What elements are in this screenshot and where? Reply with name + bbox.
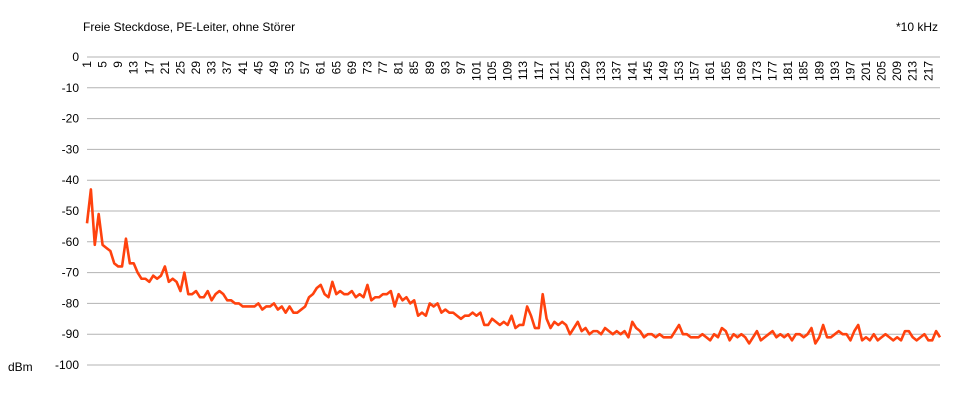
x-tick-label: 65 <box>329 61 343 75</box>
x-tick-label: 137 <box>610 61 624 81</box>
x-tick-label: 1 <box>80 61 94 68</box>
x-tick-label: 145 <box>641 61 655 81</box>
y-tick-label: 0 <box>72 50 79 64</box>
x-tick-label: 29 <box>189 61 203 75</box>
x-tick-label: 177 <box>766 61 780 81</box>
x-tick-label: 141 <box>625 61 639 81</box>
x-tick-label: 157 <box>688 61 702 81</box>
x-tick-label: 81 <box>392 61 406 75</box>
x-tick-label: 101 <box>469 61 483 81</box>
x-tick-label: 5 <box>96 61 110 68</box>
y-tick-label: -10 <box>62 81 80 95</box>
x-tick-label: 193 <box>828 61 842 81</box>
x-tick-label: 21 <box>158 61 172 75</box>
x-tick-label: 169 <box>734 61 748 81</box>
x-unit-label: *10 kHz <box>896 20 938 34</box>
x-tick-label: 109 <box>501 61 515 81</box>
x-tick-label: 49 <box>267 61 281 75</box>
x-tick-label: 93 <box>438 61 452 75</box>
x-tick-label: 173 <box>750 61 764 81</box>
y-tick-label: -20 <box>62 112 80 126</box>
y-axis-label: dBm <box>8 360 33 374</box>
x-tick-label: 181 <box>781 61 795 81</box>
x-tick-label: 89 <box>423 61 437 75</box>
x-tick-label: 33 <box>205 61 219 75</box>
x-tick-label: 149 <box>656 61 670 81</box>
x-tick-label: 209 <box>890 61 904 81</box>
y-tick-label: -50 <box>62 204 80 218</box>
x-tick-label: 125 <box>563 61 577 81</box>
x-tick-label: 161 <box>703 61 717 81</box>
x-tick-label: 69 <box>345 61 359 75</box>
y-tick-label: -30 <box>62 142 80 156</box>
y-tick-label: -60 <box>62 235 80 249</box>
x-tick-label: 17 <box>142 61 156 75</box>
y-tick-label: -100 <box>55 358 79 372</box>
x-tick-label: 189 <box>812 61 826 81</box>
y-tick-label: -70 <box>62 266 80 280</box>
x-tick-label: 129 <box>579 61 593 81</box>
x-tick-label: 217 <box>921 61 935 81</box>
x-tick-label: 61 <box>314 61 328 75</box>
y-tick-label: -40 <box>62 173 80 187</box>
x-tick-label: 9 <box>111 61 125 68</box>
x-tick-label: 73 <box>360 61 374 75</box>
x-tick-label: 45 <box>251 61 265 75</box>
x-tick-label: 37 <box>220 61 234 75</box>
x-tick-label: 53 <box>283 61 297 75</box>
x-tick-label: 185 <box>797 61 811 81</box>
x-tick-label: 213 <box>906 61 920 81</box>
x-tick-label: 197 <box>843 61 857 81</box>
x-tick-label: 41 <box>236 61 250 75</box>
y-tick-label: -90 <box>62 327 80 341</box>
x-tick-label: 57 <box>298 61 312 75</box>
chart-title: Freie Steckdose, PE-Leiter, ohne Störer <box>83 20 295 34</box>
x-tick-label: 133 <box>594 61 608 81</box>
x-tick-label: 117 <box>532 61 546 80</box>
x-tick-label: 205 <box>875 61 889 81</box>
x-tick-label: 97 <box>454 61 468 75</box>
x-tick-label: 13 <box>127 61 141 75</box>
x-tick-label: 85 <box>407 61 421 75</box>
x-tick-label: 153 <box>672 61 686 81</box>
x-tick-label: 25 <box>173 61 187 75</box>
x-tick-label: 165 <box>719 61 733 81</box>
x-tick-label: 113 <box>516 61 530 80</box>
data-line <box>85 188 942 345</box>
x-tick-label: 105 <box>485 61 499 81</box>
y-tick-label: -80 <box>62 296 80 310</box>
x-tick-label: 121 <box>547 61 561 81</box>
x-tick-label: 77 <box>376 61 390 75</box>
x-tick-label: 201 <box>859 61 873 81</box>
